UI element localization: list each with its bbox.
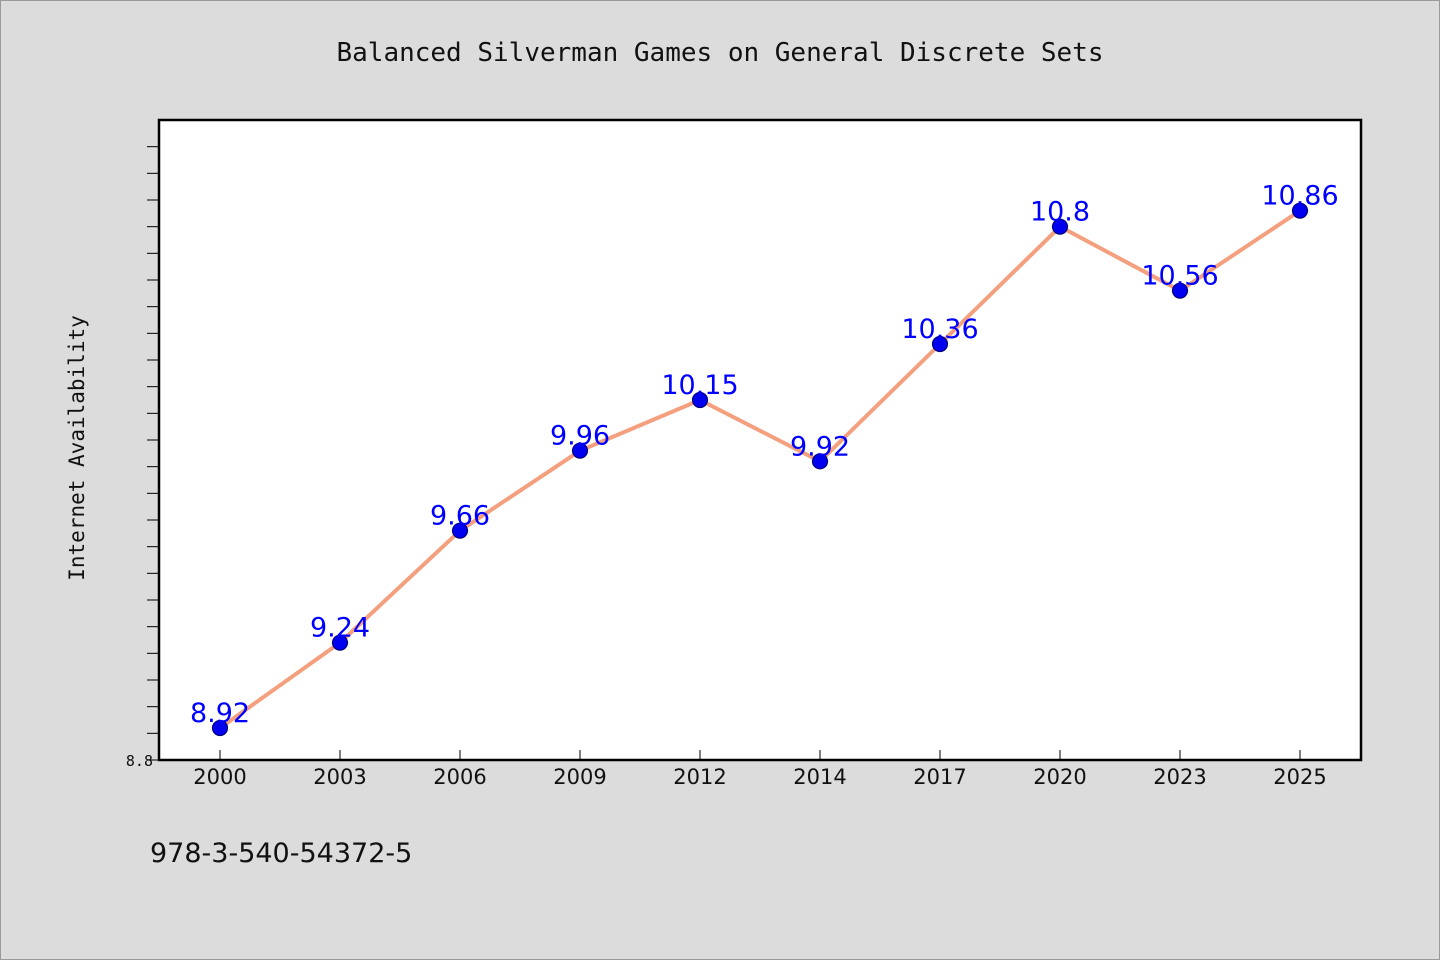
x-axis-ticks: 2000 2003 2006 2009 2012 2014 2017 2020 2023 2025 <box>193 750 1327 789</box>
data-label: 8.92 <box>190 698 250 729</box>
x-tick-label: 2000 <box>193 765 246 789</box>
data-label: 10.56 <box>1141 261 1218 292</box>
y-axis-ticks: 8.8 <box>126 146 159 770</box>
series-line <box>218 208 1302 730</box>
data-label: 10.8 <box>1030 197 1090 228</box>
data-point <box>691 391 709 409</box>
x-tick-label: 2006 <box>433 765 486 789</box>
data-point <box>211 719 229 737</box>
data-label: 9.66 <box>430 501 490 532</box>
data-point <box>811 453 829 470</box>
data-point <box>1291 202 1309 219</box>
data-label: 10.15 <box>661 370 738 401</box>
x-tick-label: 2014 <box>793 765 846 789</box>
data-point <box>1171 282 1189 299</box>
y-axis-label: Internet Availability <box>65 315 89 581</box>
x-tick-label: 2025 <box>1273 765 1326 789</box>
x-tick-label: 2017 <box>913 765 966 789</box>
y-tick-label: 8.8 <box>126 752 153 770</box>
x-tick-label: 2009 <box>553 765 606 789</box>
data-point <box>1051 218 1069 235</box>
data-label: 9.24 <box>310 613 370 644</box>
x-tick-label: 2023 <box>1153 765 1206 789</box>
data-label: 9.96 <box>550 421 610 452</box>
x-tick-label: 2003 <box>313 765 366 789</box>
data-point <box>571 442 589 459</box>
data-label: 9.92 <box>790 431 850 462</box>
data-label: 10.36 <box>901 314 978 345</box>
data-point <box>331 634 349 651</box>
chart-title: Balanced Silverman Games on General Disc… <box>336 38 1103 68</box>
x-tick-label: 2012 <box>673 765 726 789</box>
data-point <box>931 335 949 353</box>
data-point <box>451 522 469 539</box>
x-tick-label: 2020 <box>1033 765 1086 789</box>
series-layer <box>211 202 1309 737</box>
plot-area <box>157 118 1363 762</box>
data-label: 10.86 <box>1261 181 1338 212</box>
isbn-text: 978-3-540-54372-5 <box>150 838 412 869</box>
data-labels-layer: 8.92 9.24 9.66 9.96 10.15 9.92 10.36 10.8 10.56 1… <box>190 181 1339 729</box>
